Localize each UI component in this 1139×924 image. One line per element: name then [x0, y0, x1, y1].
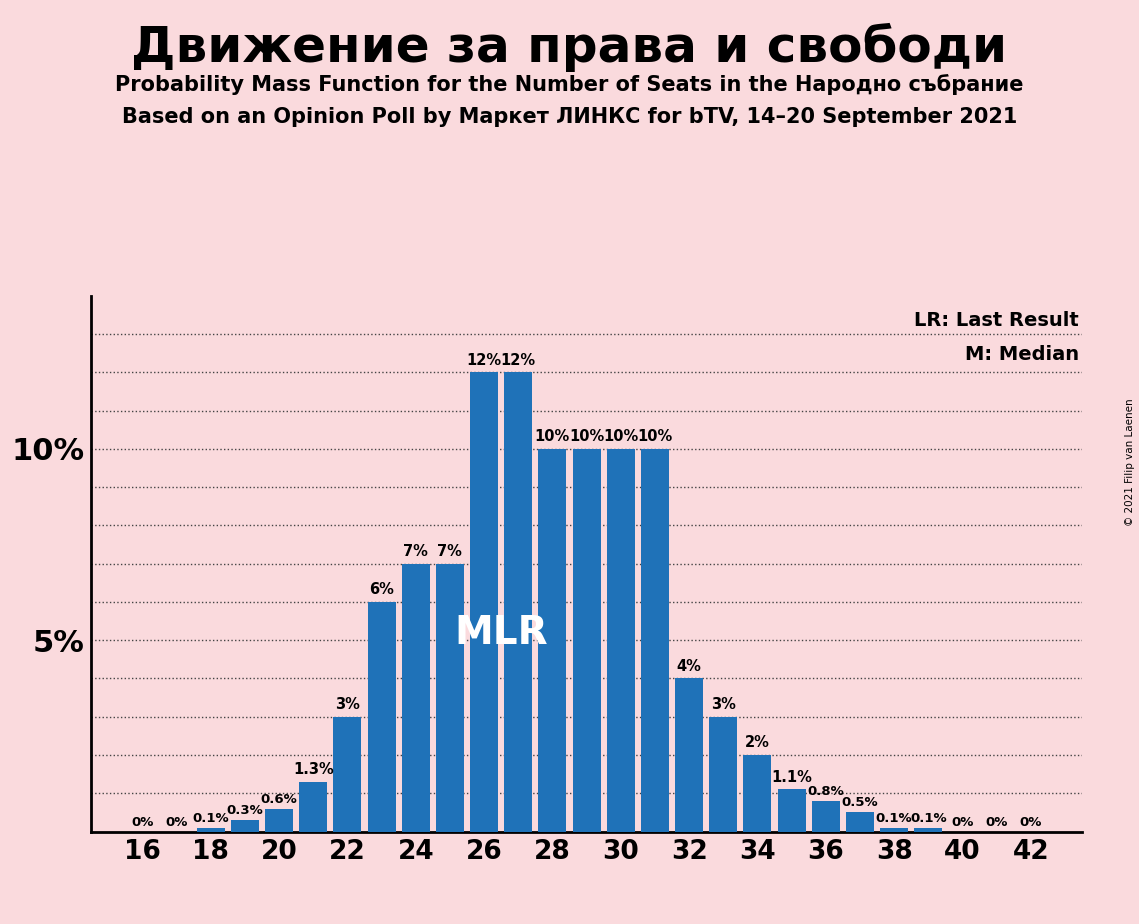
- Text: 0.1%: 0.1%: [192, 811, 229, 825]
- Bar: [846, 812, 874, 832]
- Text: 0%: 0%: [165, 816, 188, 829]
- Bar: [812, 801, 839, 832]
- Text: 0.1%: 0.1%: [876, 811, 912, 825]
- Text: 12%: 12%: [501, 353, 535, 368]
- Text: 0.5%: 0.5%: [842, 796, 878, 809]
- Bar: [539, 449, 566, 832]
- Text: © 2021 Filip van Laenen: © 2021 Filip van Laenen: [1125, 398, 1134, 526]
- Bar: [402, 564, 429, 832]
- Bar: [197, 828, 224, 832]
- Text: 7%: 7%: [437, 544, 462, 559]
- Bar: [778, 789, 805, 832]
- Bar: [436, 564, 464, 832]
- Bar: [915, 828, 942, 832]
- Bar: [710, 717, 737, 832]
- Text: 0.8%: 0.8%: [808, 784, 844, 798]
- Text: 10%: 10%: [604, 430, 638, 444]
- Text: 2%: 2%: [745, 736, 770, 750]
- Text: 0.3%: 0.3%: [227, 804, 263, 817]
- Bar: [880, 828, 908, 832]
- Bar: [265, 808, 293, 832]
- Text: 10%: 10%: [570, 430, 604, 444]
- Text: 1.3%: 1.3%: [293, 762, 334, 777]
- Bar: [607, 449, 634, 832]
- Bar: [470, 372, 498, 832]
- Bar: [300, 782, 327, 832]
- Text: Based on an Opinion Poll by Маркет ЛИНКС for bTV, 14–20 September 2021: Based on an Opinion Poll by Маркет ЛИНКС…: [122, 107, 1017, 128]
- Bar: [641, 449, 669, 832]
- Bar: [675, 678, 703, 832]
- Text: LR: Last Result: LR: Last Result: [913, 311, 1079, 330]
- Text: 10%: 10%: [638, 430, 672, 444]
- Text: 0%: 0%: [131, 816, 154, 829]
- Text: 4%: 4%: [677, 659, 702, 674]
- Bar: [573, 449, 600, 832]
- Text: 12%: 12%: [467, 353, 501, 368]
- Text: 0%: 0%: [1019, 816, 1042, 829]
- Bar: [744, 755, 771, 832]
- Text: 3%: 3%: [335, 698, 360, 712]
- Text: 0.6%: 0.6%: [261, 793, 297, 806]
- Text: 0.1%: 0.1%: [910, 811, 947, 825]
- Text: 3%: 3%: [711, 698, 736, 712]
- Text: 10%: 10%: [535, 430, 570, 444]
- Text: 0%: 0%: [985, 816, 1008, 829]
- Text: MLR: MLR: [454, 614, 548, 651]
- Bar: [334, 717, 361, 832]
- Text: 1.1%: 1.1%: [771, 770, 812, 784]
- Text: Probability Mass Function for the Number of Seats in the Народно събрание: Probability Mass Function for the Number…: [115, 74, 1024, 95]
- Text: 6%: 6%: [369, 582, 394, 597]
- Bar: [368, 602, 395, 832]
- Bar: [505, 372, 532, 832]
- Text: Движение за права и свободи: Движение за права и свободи: [131, 23, 1008, 72]
- Text: 0%: 0%: [951, 816, 974, 829]
- Bar: [231, 821, 259, 832]
- Text: 7%: 7%: [403, 544, 428, 559]
- Text: M: Median: M: Median: [965, 346, 1079, 364]
